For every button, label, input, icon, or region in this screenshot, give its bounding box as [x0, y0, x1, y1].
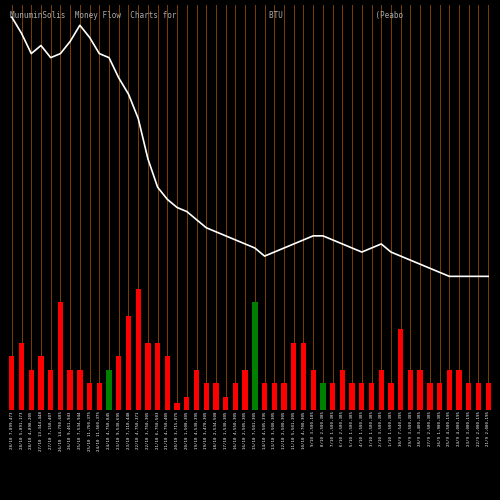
Bar — [310, 370, 316, 410]
Bar — [378, 370, 384, 410]
Bar — [155, 342, 160, 410]
Bar — [126, 316, 131, 410]
Bar — [242, 370, 248, 410]
Bar — [77, 370, 82, 410]
Bar — [106, 370, 112, 410]
Text: MunuminSolis  Money Flow  Charts for                    BTU                    (: MunuminSolis Money Flow Charts for BTU ( — [10, 11, 403, 20]
Bar — [28, 370, 34, 410]
Bar — [272, 383, 277, 410]
Bar — [291, 342, 296, 410]
Bar — [369, 383, 374, 410]
Bar — [204, 383, 209, 410]
Bar — [437, 383, 442, 410]
Bar — [301, 342, 306, 410]
Bar — [320, 383, 326, 410]
Bar — [330, 383, 336, 410]
Bar — [350, 383, 355, 410]
Bar — [164, 356, 170, 410]
Bar — [232, 383, 238, 410]
Bar — [486, 383, 491, 410]
Bar — [252, 302, 258, 410]
Bar — [184, 396, 190, 410]
Bar — [38, 356, 44, 410]
Bar — [96, 383, 102, 410]
Bar — [223, 396, 228, 410]
Bar — [466, 383, 471, 410]
Bar — [446, 370, 452, 410]
Bar — [418, 370, 423, 410]
Bar — [19, 342, 24, 410]
Bar — [427, 383, 432, 410]
Bar — [48, 370, 54, 410]
Bar — [116, 356, 121, 410]
Bar — [58, 302, 63, 410]
Bar — [87, 383, 92, 410]
Bar — [398, 329, 404, 410]
Bar — [340, 370, 345, 410]
Bar — [145, 342, 150, 410]
Bar — [214, 383, 218, 410]
Bar — [388, 383, 394, 410]
Bar — [174, 403, 180, 410]
Bar — [359, 383, 364, 410]
Bar — [456, 370, 462, 410]
Bar — [476, 383, 481, 410]
Bar — [262, 383, 268, 410]
Bar — [194, 370, 199, 410]
Bar — [9, 356, 15, 410]
Bar — [408, 370, 413, 410]
Bar — [136, 288, 141, 410]
Bar — [68, 370, 73, 410]
Bar — [282, 383, 286, 410]
